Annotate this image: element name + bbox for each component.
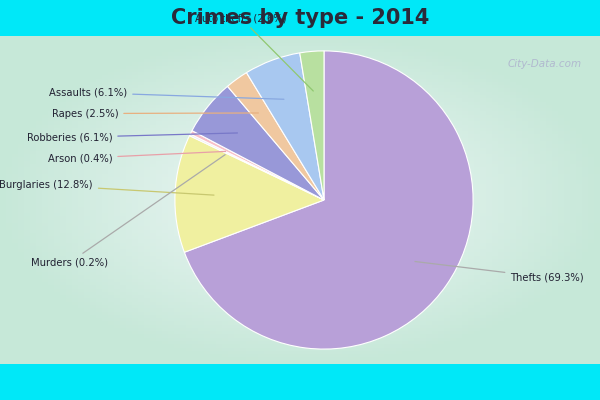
Wedge shape bbox=[190, 134, 324, 200]
Text: Assaults (6.1%): Assaults (6.1%) bbox=[49, 88, 284, 99]
Text: Burglaries (12.8%): Burglaries (12.8%) bbox=[0, 180, 214, 195]
Wedge shape bbox=[227, 73, 324, 200]
Wedge shape bbox=[175, 136, 324, 252]
Wedge shape bbox=[184, 51, 473, 349]
Text: City-Data.com: City-Data.com bbox=[508, 59, 582, 69]
Wedge shape bbox=[190, 131, 324, 200]
Wedge shape bbox=[247, 53, 324, 200]
Text: Murders (0.2%): Murders (0.2%) bbox=[31, 155, 225, 268]
Text: Crimes by type - 2014: Crimes by type - 2014 bbox=[171, 8, 429, 28]
Wedge shape bbox=[300, 51, 324, 200]
Text: Thefts (69.3%): Thefts (69.3%) bbox=[415, 262, 584, 282]
Text: Auto thefts (2.6%): Auto thefts (2.6%) bbox=[195, 13, 313, 91]
Text: Arson (0.4%): Arson (0.4%) bbox=[47, 151, 226, 163]
Text: Robberies (6.1%): Robberies (6.1%) bbox=[26, 132, 238, 142]
Wedge shape bbox=[192, 86, 324, 200]
Text: Rapes (2.5%): Rapes (2.5%) bbox=[52, 108, 259, 118]
